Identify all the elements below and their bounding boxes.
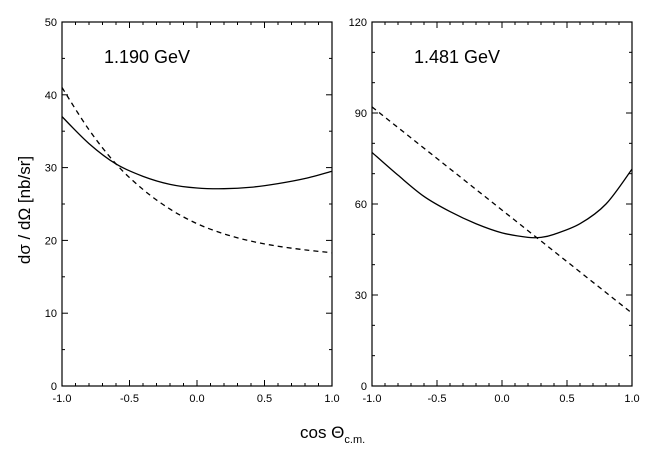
x-axis-title-main: cos Θ	[300, 423, 344, 442]
y-tick-label-1481: 120	[349, 17, 367, 29]
y-tick-label-1190: 10	[45, 308, 57, 320]
panel-1481-gev: -1.0 -0.5 0.0 0.5 1.0 0 30 60 90 120 1.481 GeV	[349, 17, 640, 405]
y-tick-label-1481: 90	[355, 108, 367, 120]
y-axis-title: dσ / dΩ [nb/sr]	[15, 156, 34, 264]
y-tick-label-1481: 60	[355, 199, 367, 211]
x-tick-label-1190: -1.0	[53, 393, 72, 405]
x-tick-label-1481: -0.5	[428, 393, 447, 405]
x-tick-label-1190: 1.0	[324, 393, 339, 405]
x-tick-label-1481: 0.5	[559, 393, 574, 405]
x-tick-label-1481: 1.0	[624, 393, 639, 405]
panel-1190-gev: -1.0 -0.5 0.0 0.5 1.0 0 10 20 30 40 50 1.190 GeV	[45, 17, 340, 405]
y-tick-label-1190: 20	[45, 235, 57, 247]
solid-curve-1190	[61, 116, 333, 190]
x-axis-title-sub: c.m.	[344, 434, 365, 446]
dashed-curve-1190	[61, 87, 333, 254]
solid-curve-1481	[371, 151, 633, 239]
y-tick-label-1190: 50	[45, 17, 57, 29]
y-tick-label-1190: 40	[45, 90, 57, 102]
x-tick-label-1190: 0.0	[189, 393, 204, 405]
x-axis-title: cos Θc.m.	[300, 423, 365, 446]
x-tick-label-1481: 0.0	[494, 393, 509, 405]
y-tick-label-1481: 30	[355, 290, 367, 302]
x-tick-label-1190: -0.5	[120, 393, 139, 405]
x-tick-label-1190: 0.5	[257, 393, 272, 405]
y-tick-label-1190: 0	[51, 381, 57, 393]
x-tick-label-1481: -1.0	[363, 393, 382, 405]
dashed-curve-1481	[371, 106, 633, 314]
plot-frame-1190	[61, 21, 333, 387]
y-tick-label-1481: 0	[361, 381, 367, 393]
plot-frame-1481	[371, 21, 633, 387]
y-tick-label-1190: 30	[45, 163, 57, 175]
panel-label-1481: 1.481 GeV	[414, 47, 500, 67]
panel-label-1190: 1.190 GeV	[104, 47, 190, 67]
